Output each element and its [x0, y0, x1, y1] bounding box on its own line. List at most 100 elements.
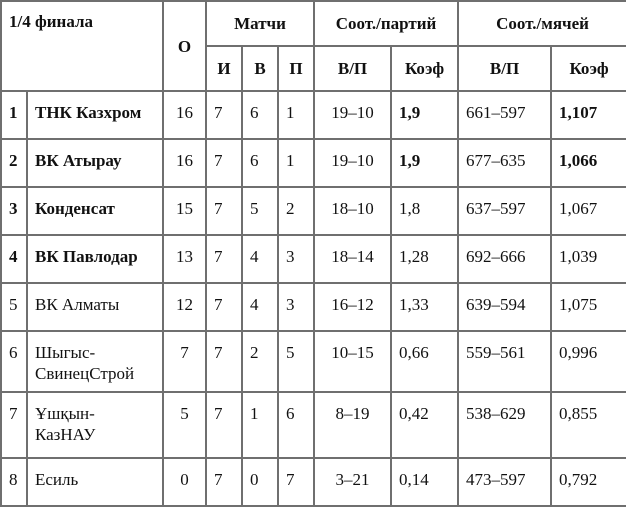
header-lost: П [277, 45, 316, 92]
won-cell: 4 [241, 282, 280, 332]
rank-cell: 3 [0, 186, 28, 236]
sets-wl-cell: 8–19 [313, 391, 393, 459]
points-cell: 15 [162, 186, 208, 236]
team-cell: Конденсат [25, 186, 165, 236]
points-cell: 7 [162, 330, 208, 393]
table-row: 7 Ұшқын-КазНАУ 5 7 1 6 8–19 0,42 538–629… [0, 391, 626, 459]
points-cell: 13 [162, 234, 208, 284]
balls-wl-cell: 677–635 [457, 138, 553, 188]
header-balls-group: Соот./мячей [457, 0, 626, 47]
balls-wl-cell: 692–666 [457, 234, 553, 284]
played-cell: 7 [205, 457, 244, 507]
team-cell: Есиль [25, 457, 165, 507]
balls-coef-cell: 1,039 [550, 234, 626, 284]
balls-wl-cell: 473–597 [457, 457, 553, 507]
team-cell: Ұшқын-КазНАУ [25, 391, 165, 459]
header-played: И [205, 45, 244, 92]
sets-wl-cell: 18–14 [313, 234, 393, 284]
points-cell: 12 [162, 282, 208, 332]
table-title: 1/4 финала [0, 0, 165, 92]
lost-cell: 6 [277, 391, 316, 459]
lost-cell: 1 [277, 138, 316, 188]
table-row: 4 ВК Павлодар 13 7 4 3 18–14 1,28 692–66… [0, 234, 626, 284]
sets-wl-cell: 10–15 [313, 330, 393, 393]
table-row: 8 Есиль 0 7 0 7 3–21 0,14 473–597 0,792 [0, 457, 626, 507]
rank-cell: 5 [0, 282, 28, 332]
rank-cell: 7 [0, 391, 28, 459]
won-cell: 6 [241, 138, 280, 188]
sets-coef-cell: 1,33 [390, 282, 460, 332]
points-cell: 16 [162, 138, 208, 188]
header-sets-wl: В/П [313, 45, 393, 92]
balls-coef-cell: 0,855 [550, 391, 626, 459]
table-row: 1 ТНК Казхром 16 7 6 1 19–10 1,9 661–597… [0, 90, 626, 140]
header-won: В [241, 45, 280, 92]
played-cell: 7 [205, 282, 244, 332]
rank-cell: 4 [0, 234, 28, 284]
won-cell: 6 [241, 90, 280, 140]
sets-coef-cell: 1,8 [390, 186, 460, 236]
lost-cell: 2 [277, 186, 316, 236]
won-cell: 4 [241, 234, 280, 284]
won-cell: 5 [241, 186, 280, 236]
sets-wl-cell: 3–21 [313, 457, 393, 507]
points-cell: 0 [162, 457, 208, 507]
team-cell: Шыгыс-СвинецСтрой [25, 330, 165, 393]
balls-coef-cell: 1,066 [550, 138, 626, 188]
lost-cell: 7 [277, 457, 316, 507]
lost-cell: 3 [277, 282, 316, 332]
won-cell: 2 [241, 330, 280, 393]
sets-coef-cell: 1,9 [390, 138, 460, 188]
sets-wl-cell: 19–10 [313, 90, 393, 140]
lost-cell: 1 [277, 90, 316, 140]
sets-coef-cell: 0,66 [390, 330, 460, 393]
sets-coef-cell: 1,9 [390, 90, 460, 140]
balls-wl-cell: 637–597 [457, 186, 553, 236]
header-balls-wl: В/П [457, 45, 553, 92]
played-cell: 7 [205, 90, 244, 140]
table-row: 3 Конденсат 15 7 5 2 18–10 1,8 637–597 1… [0, 186, 626, 236]
balls-wl-cell: 639–594 [457, 282, 553, 332]
sets-coef-cell: 0,42 [390, 391, 460, 459]
sets-coef-cell: 0,14 [390, 457, 460, 507]
team-cell: ВК Атырау [25, 138, 165, 188]
table-row: 5 ВК Алматы 12 7 4 3 16–12 1,33 639–594 … [0, 282, 626, 332]
header-sets-group: Соот./партий [313, 0, 460, 47]
balls-wl-cell: 559–561 [457, 330, 553, 393]
points-cell: 16 [162, 90, 208, 140]
balls-coef-cell: 0,792 [550, 457, 626, 507]
lost-cell: 5 [277, 330, 316, 393]
rank-cell: 8 [0, 457, 28, 507]
balls-wl-cell: 538–629 [457, 391, 553, 459]
lost-cell: 3 [277, 234, 316, 284]
header-matches-group: Матчи [205, 0, 316, 47]
table-row: 2 ВК Атырау 16 7 6 1 19–10 1,9 677–635 1… [0, 138, 626, 188]
won-cell: 0 [241, 457, 280, 507]
header-sets-coef: Коэф [390, 45, 460, 92]
balls-coef-cell: 0,996 [550, 330, 626, 393]
played-cell: 7 [205, 234, 244, 284]
team-cell: ВК Алматы [25, 282, 165, 332]
played-cell: 7 [205, 138, 244, 188]
sets-wl-cell: 18–10 [313, 186, 393, 236]
rank-cell: 6 [0, 330, 28, 393]
won-cell: 1 [241, 391, 280, 459]
sets-wl-cell: 19–10 [313, 138, 393, 188]
sets-coef-cell: 1,28 [390, 234, 460, 284]
team-cell: ТНК Казхром [25, 90, 165, 140]
rank-cell: 1 [0, 90, 28, 140]
points-cell: 5 [162, 391, 208, 459]
played-cell: 7 [205, 391, 244, 459]
header-points: О [162, 0, 208, 92]
played-cell: 7 [205, 186, 244, 236]
played-cell: 7 [205, 330, 244, 393]
balls-coef-cell: 1,067 [550, 186, 626, 236]
team-cell: ВК Павлодар [25, 234, 165, 284]
sets-wl-cell: 16–12 [313, 282, 393, 332]
header-balls-coef: Коэф [550, 45, 626, 92]
table-row: 6 Шыгыс-СвинецСтрой 7 7 2 5 10–15 0,66 5… [0, 330, 626, 393]
balls-coef-cell: 1,075 [550, 282, 626, 332]
balls-wl-cell: 661–597 [457, 90, 553, 140]
rank-cell: 2 [0, 138, 28, 188]
